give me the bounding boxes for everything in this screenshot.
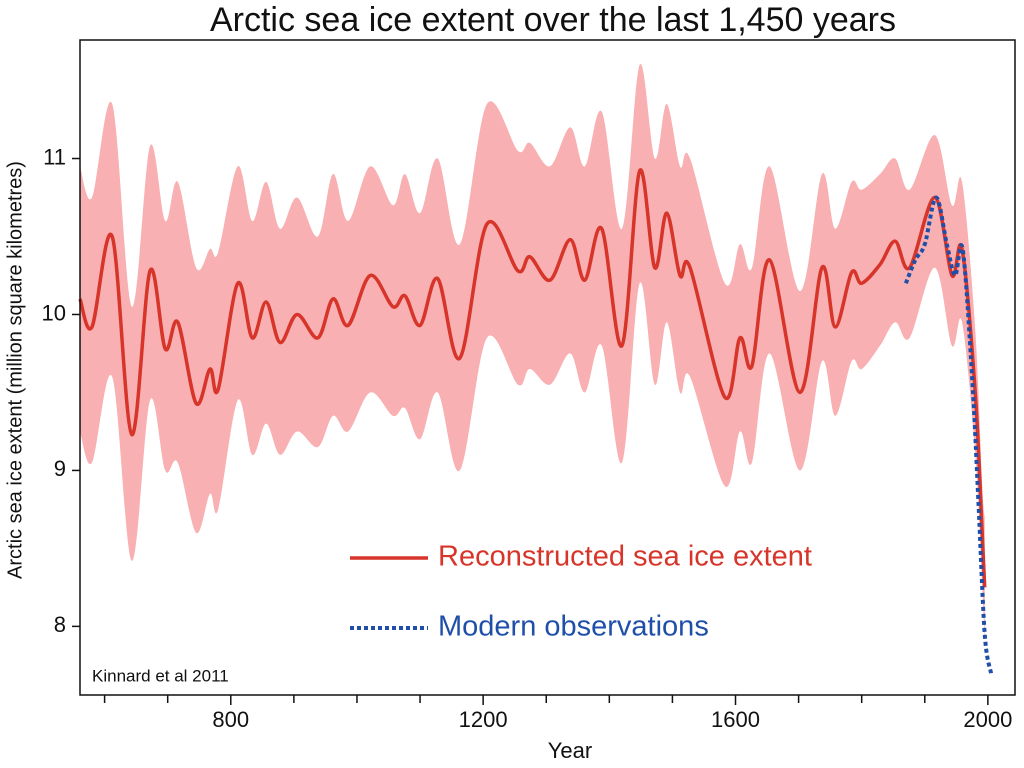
x-tick-label: 1200 <box>459 707 508 732</box>
x-tick-label: 1600 <box>711 707 760 732</box>
y-tick-label: 10 <box>42 300 66 325</box>
y-tick-label: 9 <box>54 456 66 481</box>
y-axis-label: Arctic sea ice extent (million square ki… <box>4 161 26 579</box>
legend-label: Reconstructed sea ice extent <box>438 541 812 573</box>
series-line <box>78 168 987 588</box>
x-tick-label: 2000 <box>963 707 1012 732</box>
legend-label: Modern observations <box>438 611 709 643</box>
series-line <box>903 195 994 674</box>
uncertainty-band <box>80 63 985 642</box>
y-tick-label: 11 <box>43 144 66 169</box>
chart-title: Arctic sea ice extent over the last 1,45… <box>210 1 896 39</box>
plot-frame <box>79 39 1016 696</box>
x-axis-label: Year <box>548 738 592 763</box>
y-tick-label: 8 <box>54 612 66 637</box>
x-tick-label: 800 <box>212 707 249 732</box>
annotation: Kinnard et al 2011 <box>92 666 229 685</box>
